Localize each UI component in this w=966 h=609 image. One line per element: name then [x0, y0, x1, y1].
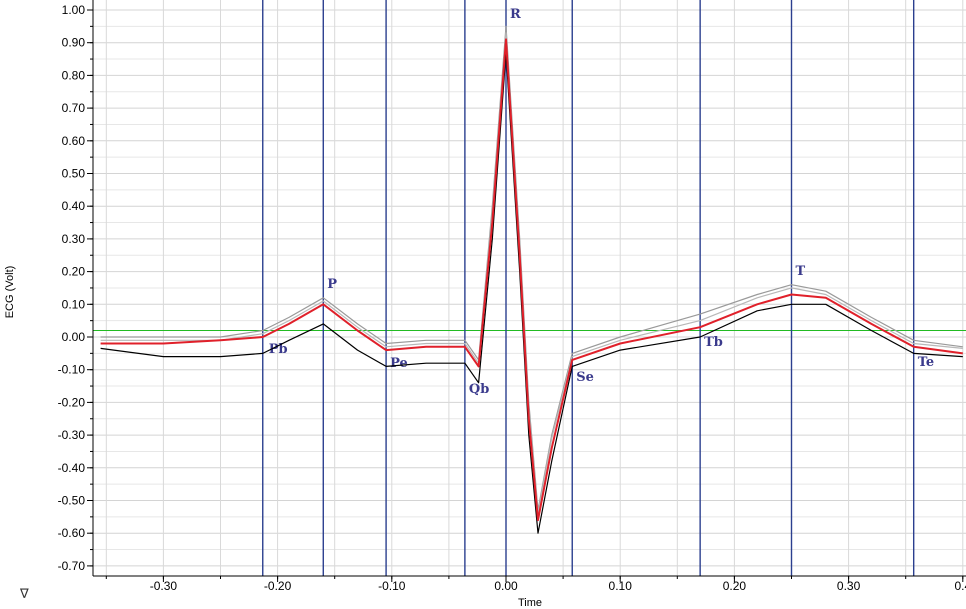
y-tick-label: 0.10 — [62, 297, 86, 311]
marker-label-t: T — [796, 264, 806, 279]
y-tick-label: 0.20 — [62, 265, 86, 279]
x-tick-label: -0.10 — [378, 579, 406, 593]
y-tick-label: 0.30 — [62, 232, 86, 246]
y-tick-label: 0.40 — [62, 199, 86, 213]
marker-label-pb: Pb — [269, 342, 288, 357]
filter-funnel-icon[interactable]: ∇ — [19, 587, 29, 602]
y-tick-label: 0.00 — [62, 330, 86, 344]
axes: 1.00 0.90 0.80 0.70 0.60 0.50 0.40 0.30 0.20 0.10… — [58, 0, 966, 593]
marker-label-r: R — [510, 7, 521, 22]
marker-label-te: Te — [918, 355, 934, 370]
x-tick-label: -0.30 — [150, 579, 178, 593]
fiducial-markers: Pb P Pe Qb R Se Tb T Te — [262, 0, 934, 576]
y-tick-label: 0.70 — [62, 101, 86, 115]
ecg-traces — [100, 25, 963, 534]
y-tick-label: 0.50 — [62, 167, 86, 181]
x-tick-label: 0.30 — [837, 579, 861, 593]
x-tick-label: 0.20 — [723, 579, 747, 593]
y-axis-title: ECG (Volt) — [4, 266, 16, 319]
x-axis-title: Time — [518, 597, 542, 609]
ecg-trace-4 — [100, 38, 963, 522]
y-tick-label: -0.60 — [58, 526, 86, 540]
grid-lines — [93, 0, 966, 576]
y-tick-label: -0.20 — [58, 395, 86, 409]
x-tick-label: 0.00 — [494, 579, 518, 593]
y-tick-label: -0.40 — [58, 461, 86, 475]
y-tick-label: 1.00 — [62, 3, 86, 17]
y-tick-label: -0.70 — [58, 559, 86, 573]
marker-label-se: Se — [576, 370, 594, 385]
x-tick-label: -0.20 — [264, 579, 292, 593]
y-tick-label: -0.50 — [58, 494, 86, 508]
marker-label-qb: Qb — [469, 382, 489, 397]
y-tick-label: 0.80 — [62, 68, 86, 82]
marker-label-tb: Tb — [704, 335, 723, 350]
marker-label-p: P — [327, 277, 337, 292]
y-tick-label: -0.30 — [58, 428, 86, 442]
y-tick-label: -0.10 — [58, 363, 86, 377]
x-tick-label: 0.10 — [609, 579, 633, 593]
x-tick-label: 0.4 — [954, 579, 966, 593]
y-tick-label: 0.60 — [62, 134, 86, 148]
marker-label-pe: Pe — [390, 356, 408, 371]
y-tick-label: 0.90 — [62, 36, 86, 50]
